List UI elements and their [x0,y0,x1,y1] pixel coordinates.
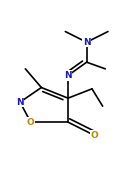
Text: N: N [64,71,72,80]
Text: N: N [16,98,24,107]
Text: O: O [91,131,98,140]
Text: O: O [27,118,35,127]
Text: N: N [83,38,90,47]
